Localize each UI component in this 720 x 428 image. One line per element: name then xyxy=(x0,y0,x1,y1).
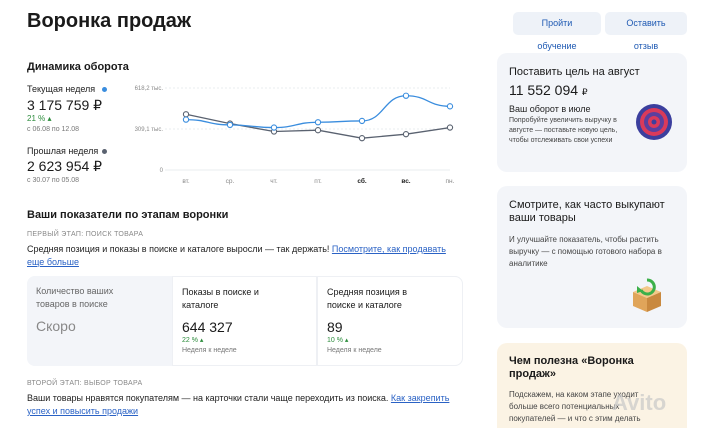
metric-sub: Неделя к неделе xyxy=(182,347,237,354)
buyout-panel[interactable]: Смотрите, как часто выкупают ваши товары… xyxy=(497,186,687,328)
metric-sub: Неделя к неделе xyxy=(327,347,382,354)
x-tick-label: чт. xyxy=(270,178,278,185)
previous-week-label: Прошлая неделя xyxy=(27,146,99,156)
data-point-current[interactable] xyxy=(402,92,410,99)
x-tick-label: пт. xyxy=(314,178,322,185)
data-point-current[interactable] xyxy=(446,103,454,110)
metric-card-impressions: Показы в поиске и каталоге 644 327 22 % … xyxy=(172,276,317,366)
stage1-message: Средняя позиция и показы в поиске и ката… xyxy=(27,244,332,254)
previous-week-value: 2 623 954 ₽ xyxy=(27,158,103,174)
y-tick-label: 618,2 тыс. xyxy=(135,86,164,92)
stage2-message: Ваши товары нравятся покупателям — на ка… xyxy=(27,393,391,403)
y-tick-label: 309,1 тыс. xyxy=(135,127,164,133)
goal-title: Поставить цель на август xyxy=(509,66,640,78)
stage1-text: Средняя позиция и показы в поиске и ката… xyxy=(27,243,463,269)
buyout-title: Смотрите, как часто выкупают ваши товары xyxy=(509,199,665,224)
stage1-label: ПЕРВЫЙ ЭТАП: ПОИСК ТОВАРА xyxy=(27,231,144,238)
page-title: Воронка продаж xyxy=(27,10,192,32)
turnover-chart: 618,2 тыс. 309,1 тыс. 0 вт. ср. чт. пт. сб. вс. п… xyxy=(135,86,455,185)
previous-week-range: с 30.07 по 05.08 xyxy=(27,177,80,184)
goal-panel[interactable]: Поставить цель на август 11 552 094 ₽ Ва… xyxy=(497,53,687,172)
metric-title: Показы в поиске и каталоге xyxy=(182,287,259,310)
current-week-range: с 06.08 по 12.08 xyxy=(27,126,80,133)
data-point-current[interactable] xyxy=(314,119,322,126)
stage2-link[interactable]: Как закрепить успех и повысить продажи xyxy=(27,393,450,416)
data-point-previous[interactable] xyxy=(446,124,454,131)
funnel-heading: Ваши показатели по этапам воронки xyxy=(27,209,229,221)
stage1-link[interactable]: Посмотрите, как продавать еще больше xyxy=(27,244,446,267)
stage2-text: Ваши товары нравятся покупателям — на ка… xyxy=(27,392,472,418)
data-point-current[interactable] xyxy=(270,124,278,131)
goal-currency: ₽ xyxy=(581,87,588,97)
previous-week-dot xyxy=(102,149,107,154)
current-week-value: 3 175 759 ₽ xyxy=(27,97,103,113)
stage2-label: ВТОРОЙ ЭТАП: ВЫБОР ТОВАРА xyxy=(27,380,143,387)
data-point-previous[interactable] xyxy=(314,127,322,134)
target-icon xyxy=(636,104,672,140)
stage1-cards: Количество ваших товаров в поиске Скоро … xyxy=(27,276,463,366)
series-line-previous xyxy=(185,113,451,139)
metric-value: Скоро xyxy=(36,318,76,334)
metric-value: 89 xyxy=(327,319,343,335)
metric-card-position: Средняя позиция в поиске и каталоге 89 1… xyxy=(317,276,463,366)
y-tick-label: 0 xyxy=(160,168,164,174)
avito-watermark: Avito xyxy=(612,390,667,415)
x-tick-label: пн. xyxy=(446,178,455,185)
data-point-previous[interactable] xyxy=(358,135,366,142)
box-icon xyxy=(633,278,661,312)
metric-title: Средняя позиция в поиске и каталоге xyxy=(327,287,408,310)
current-week-pct: 21 % ▴ xyxy=(27,114,52,123)
data-point-previous[interactable] xyxy=(182,111,190,118)
goal-text: Попробуйте увеличить выручку в августе —… xyxy=(509,117,618,144)
useful-title: Чем полезна «Воронка продаж» xyxy=(509,355,634,380)
data-point-current[interactable] xyxy=(182,116,190,123)
feedback-button[interactable]: Оставить отзыв xyxy=(605,12,687,51)
data-point-current[interactable] xyxy=(358,117,366,125)
data-point-previous[interactable] xyxy=(402,131,410,138)
training-button[interactable]: Пройти обучение xyxy=(513,12,601,51)
goal-amount: 11 552 094 xyxy=(509,82,579,98)
metric-title: Количество ваших товаров в поиске xyxy=(36,286,114,309)
goal-sub: Ваш оборот в июле xyxy=(509,104,591,114)
useful-panel[interactable]: Чем полезна «Воронка продаж» Подскажем, … xyxy=(497,343,687,428)
x-tick-label: вс. xyxy=(401,178,410,185)
metric-value: 644 327 xyxy=(182,319,233,335)
useful-text: Подскажем, на каком этапе уходит больше … xyxy=(509,390,641,423)
turnover-heading: Динамика оборота xyxy=(27,61,129,73)
current-week-dot xyxy=(102,87,107,92)
x-tick-label: сб. xyxy=(357,177,367,185)
metric-pct: 22 % ▴ xyxy=(182,337,204,344)
buyout-text: И улучшайте показатель, чтобы растить вы… xyxy=(509,235,662,268)
x-tick-label: ср. xyxy=(226,178,235,185)
x-tick-label: вт. xyxy=(182,178,190,185)
metric-pct: 10 % ▴ xyxy=(327,337,349,344)
metric-card-items: Количество ваших товаров в поиске Скоро xyxy=(27,276,172,366)
goal-value: 11 552 094 ₽ xyxy=(509,82,588,98)
current-week-label: Текущая неделя xyxy=(27,84,96,94)
data-point-current[interactable] xyxy=(226,121,234,129)
